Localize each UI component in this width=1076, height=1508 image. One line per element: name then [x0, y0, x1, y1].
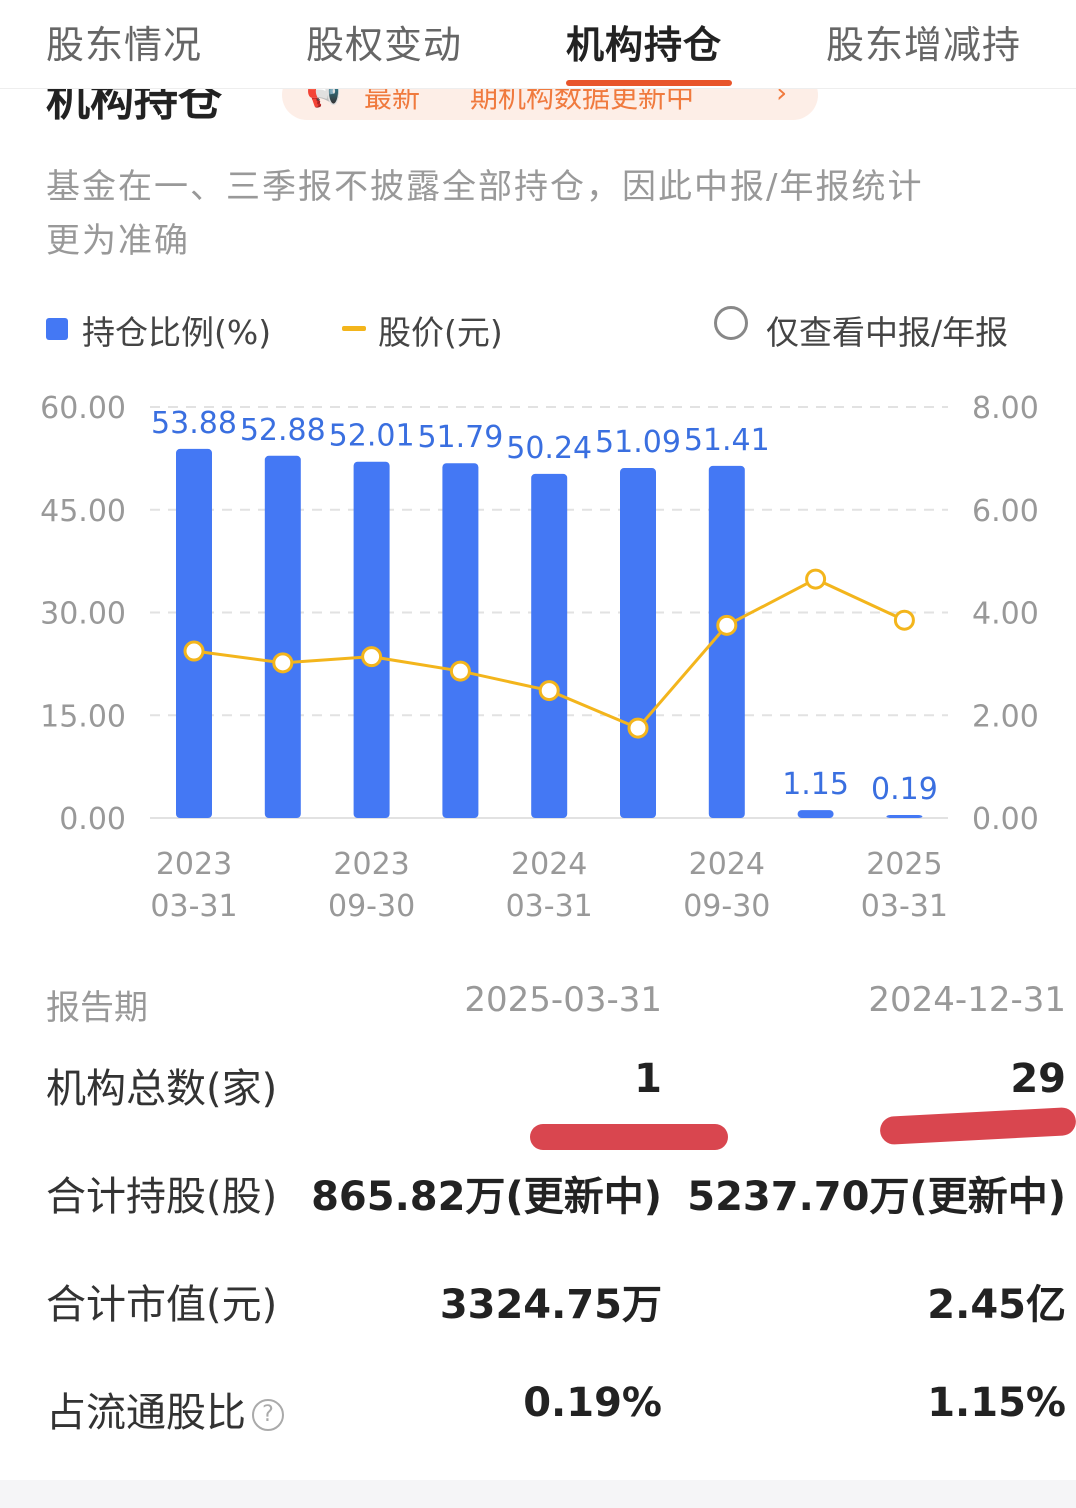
y-right-tick-label: 8.00 [972, 391, 1039, 426]
row-value-col-2: 5237.70万(更新中) [687, 1174, 1066, 1220]
holdings-chart: 60.00 8.00 45.00 6.00 30.00 4.00 15.00 2.00 0.00… [40, 391, 1039, 924]
row-value-col-2: 2.45亿 [927, 1282, 1066, 1328]
bar-value-label: 51.09 [595, 425, 681, 460]
row-value-col-1: 0.19% [523, 1380, 662, 1426]
tab-bar: 股东情况 股权变动 机构持仓 股东增减持 [0, 0, 1076, 89]
active-tab-indicator [566, 80, 732, 86]
y-left-tick-label: 45.00 [40, 494, 126, 529]
red-underline-mark [530, 1124, 728, 1150]
y-right-tick-label: 2.00 [972, 699, 1039, 734]
bar-value-label: 1.15 [782, 767, 849, 802]
description-line-2: 更为准确 [46, 221, 190, 261]
row-value-col-2: 1.15% [927, 1380, 1066, 1426]
tab-institutional-holdings[interactable]: 机构持仓 [566, 23, 723, 67]
tab-shareholders[interactable]: 股东情况 [46, 23, 203, 67]
bar-value-label: 50.24 [506, 431, 592, 466]
price-point [449, 660, 471, 682]
bar-value-label: 51.79 [417, 420, 503, 455]
bar-value-label: 53.88 [151, 406, 237, 441]
chevron-right-icon: › [776, 76, 788, 109]
y-left-tick-label: 30.00 [40, 597, 126, 632]
y-right-tick-label: 6.00 [972, 494, 1039, 529]
line-legend-label: 股价(元) [378, 313, 503, 352]
price-point [716, 614, 738, 636]
price-point [805, 568, 827, 590]
x-tick-label-year: 2025 [866, 847, 942, 882]
bar [797, 810, 834, 818]
row-value-col-2: 29 [1010, 1056, 1066, 1102]
line-legend-swatch [342, 326, 366, 331]
row-label: 机构总数(家) [46, 1066, 278, 1112]
row-label: 占流通股比 [46, 1390, 246, 1436]
bar-value-label: 52.01 [329, 419, 415, 454]
bar [264, 455, 301, 818]
y-right-tick-label: 4.00 [972, 597, 1039, 632]
y-left-tick-label: 15.00 [40, 699, 126, 734]
bar-legend-label: 持仓比例(%) [82, 313, 272, 352]
bar [886, 815, 923, 818]
header-col-2: 2024-12-31 [868, 980, 1066, 1020]
x-tick-label-date: 03-31 [150, 889, 237, 924]
bar [176, 448, 212, 818]
y-left-tick-label: 0.00 [59, 802, 126, 837]
header-label: 报告期 [46, 988, 148, 1028]
row-value-col-1: 3324.75万 [439, 1282, 662, 1328]
description-line-1: 基金在一、三季报不披露全部持仓，因此中报/年报统计 [46, 167, 924, 207]
description: 基金在一、三季报不披露全部持仓，因此中报/年报统计 更为准确 [46, 160, 1026, 268]
bar [531, 473, 568, 818]
x-tick-label-year: 2023 [156, 847, 232, 882]
row-label: 合计持股(股) [46, 1174, 278, 1220]
row-value-col-1: 865.82万(更新中) [311, 1174, 662, 1220]
question-circle-icon[interactable]: ? [252, 1399, 284, 1431]
row-label: 合计市值(元) [46, 1282, 278, 1328]
price-point [538, 680, 560, 702]
bar [708, 465, 745, 818]
price-point [627, 717, 649, 739]
x-tick-label-year: 2024 [511, 847, 587, 882]
bar-legend-swatch [46, 318, 68, 340]
price-point [893, 609, 915, 631]
x-tick-label-date: 03-31 [506, 889, 593, 924]
bar [620, 468, 656, 818]
y-right-tick-label: 0.00 [972, 802, 1039, 837]
bar-value-label: 51.41 [684, 423, 770, 458]
row-value-col-1: 1 [634, 1056, 662, 1102]
tab-equity-changes[interactable]: 股权变动 [306, 23, 463, 67]
bar-value-label: 52.88 [240, 413, 326, 448]
bar [353, 461, 390, 818]
y-left-tick-label: 60.00 [40, 391, 126, 426]
x-tick-label-year: 2023 [333, 847, 409, 882]
bottom-divider [0, 1480, 1076, 1508]
x-tick-label-date: 09-30 [328, 889, 415, 924]
price-point [183, 640, 205, 662]
filter-label[interactable]: 仅查看中报/年报 [766, 313, 1009, 352]
bar [442, 463, 479, 818]
price-point [361, 646, 383, 668]
x-tick-label-date: 09-30 [683, 889, 770, 924]
tab-holding-changes[interactable]: 股东增减持 [826, 23, 1022, 67]
filter-radio-button[interactable] [714, 306, 748, 340]
price-point [272, 652, 294, 674]
row-label-with-help: 占流通股比? [46, 1380, 284, 1438]
x-tick-label-date: 03-31 [861, 889, 948, 924]
red-underline-mark [879, 1106, 1076, 1146]
bar-value-label: 0.19 [871, 772, 938, 807]
header-col-1: 2025-03-31 [464, 980, 662, 1020]
x-tick-label-year: 2024 [689, 847, 765, 882]
